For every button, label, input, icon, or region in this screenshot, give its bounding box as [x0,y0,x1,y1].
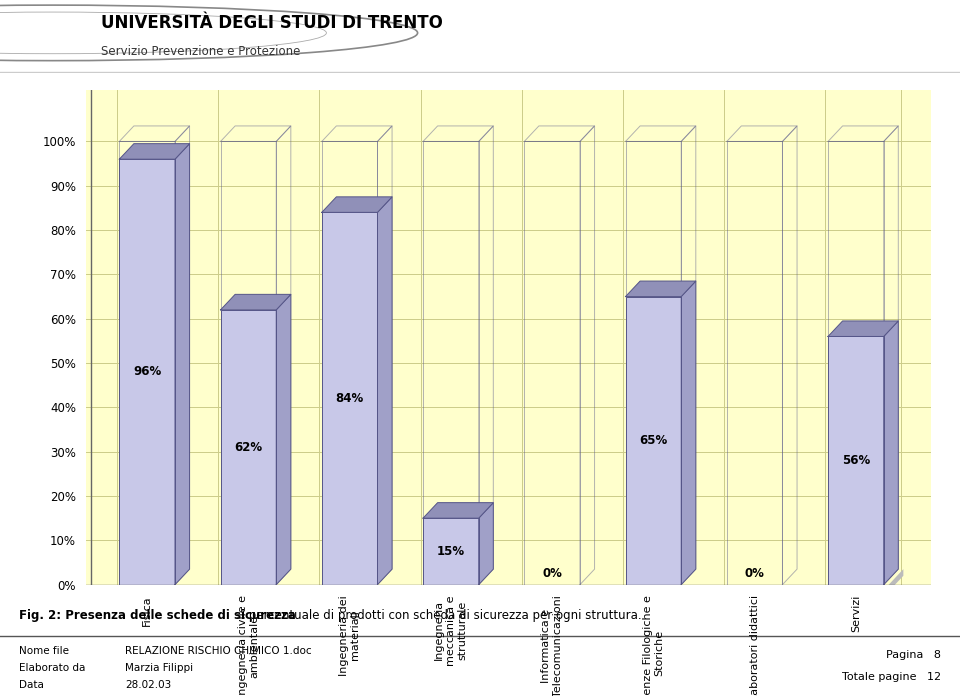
Bar [828,336,884,585]
Text: 28.02.03: 28.02.03 [125,680,171,690]
Text: Fig. 2: Presenza delle schede di sicurezza: Fig. 2: Presenza delle schede di sicurez… [19,610,296,622]
Text: Servizio Prevenzione e Protezione: Servizio Prevenzione e Protezione [101,45,300,58]
Bar [322,212,377,585]
Polygon shape [626,281,696,296]
Polygon shape [889,569,903,592]
Text: Totale pagine   12: Totale pagine 12 [842,672,941,682]
Bar [119,141,175,585]
Polygon shape [377,197,392,585]
Polygon shape [276,294,291,585]
Text: Pagina   8: Pagina 8 [886,650,941,661]
Bar [221,310,276,585]
Polygon shape [175,143,189,585]
Bar [423,141,479,585]
Text: Marzia Filippi: Marzia Filippi [125,663,193,673]
Polygon shape [221,294,291,310]
Bar [322,141,377,585]
Text: RELAZIONE RISCHIO CHIMICO 1.doc: RELAZIONE RISCHIO CHIMICO 1.doc [125,646,311,656]
Text: 56%: 56% [842,454,870,467]
Bar [626,296,682,585]
Polygon shape [828,321,899,336]
Text: 0%: 0% [745,567,764,580]
Bar [119,159,175,585]
Text: UNIVERSITÀ DEGLI STUDI DI TRENTO: UNIVERSITÀ DEGLI STUDI DI TRENTO [101,15,443,33]
Bar [524,141,580,585]
Text: 84%: 84% [335,392,364,405]
Text: Elaborato da: Elaborato da [19,663,85,673]
Polygon shape [884,321,899,585]
Polygon shape [322,197,392,212]
Polygon shape [479,503,493,585]
Polygon shape [682,281,696,585]
Bar [221,141,276,585]
Bar [86,585,960,592]
Text: 65%: 65% [639,434,667,447]
Bar [727,141,782,585]
Text: : percentuale di prodotti con scheda di sicurezza per ogni struttura.: : percentuale di prodotti con scheda di … [241,610,641,622]
Text: 15%: 15% [437,545,465,558]
Text: Data: Data [19,680,44,690]
Bar [828,141,884,585]
Bar [423,518,479,585]
Text: Nome file: Nome file [19,646,69,656]
Text: 62%: 62% [234,441,262,454]
Polygon shape [119,143,189,159]
Text: 0%: 0% [542,567,562,580]
Polygon shape [423,503,493,518]
Bar [626,141,682,585]
Text: 96%: 96% [133,365,161,379]
